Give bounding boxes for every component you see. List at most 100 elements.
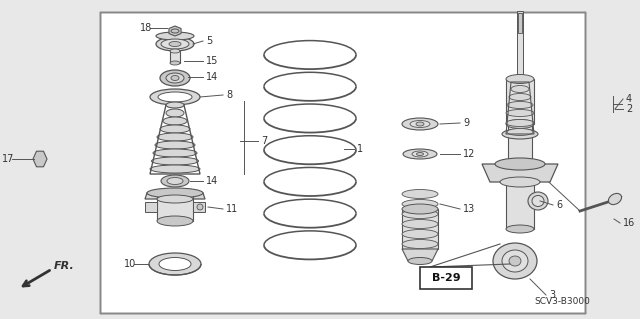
Ellipse shape — [155, 141, 195, 149]
Ellipse shape — [609, 193, 621, 204]
Ellipse shape — [502, 129, 538, 139]
Text: 17: 17 — [2, 154, 14, 164]
Bar — [157, 193, 193, 221]
Text: 8: 8 — [226, 90, 232, 100]
Polygon shape — [482, 164, 558, 182]
Ellipse shape — [157, 195, 193, 203]
Ellipse shape — [412, 151, 428, 157]
Bar — [506, 169, 534, 229]
Text: 3: 3 — [549, 290, 555, 300]
Ellipse shape — [507, 101, 533, 108]
Ellipse shape — [506, 120, 534, 129]
Ellipse shape — [500, 177, 540, 187]
Ellipse shape — [166, 102, 184, 108]
Ellipse shape — [156, 37, 194, 51]
Ellipse shape — [506, 120, 534, 127]
Ellipse shape — [410, 121, 430, 128]
Ellipse shape — [506, 75, 534, 84]
Polygon shape — [145, 193, 205, 199]
Bar — [402, 209, 438, 249]
Bar — [100, 12, 585, 313]
Ellipse shape — [158, 92, 192, 102]
Ellipse shape — [160, 125, 190, 133]
Text: 13: 13 — [463, 204, 476, 214]
Ellipse shape — [167, 177, 183, 184]
Text: 15: 15 — [206, 56, 218, 66]
Text: 14: 14 — [206, 176, 218, 186]
Ellipse shape — [408, 257, 432, 264]
Ellipse shape — [416, 122, 424, 126]
Ellipse shape — [160, 70, 190, 86]
Ellipse shape — [170, 61, 180, 65]
Ellipse shape — [157, 216, 193, 226]
Ellipse shape — [402, 240, 438, 249]
Polygon shape — [145, 202, 157, 212]
Ellipse shape — [507, 129, 533, 136]
Ellipse shape — [402, 219, 438, 228]
Ellipse shape — [532, 196, 544, 206]
Ellipse shape — [149, 253, 201, 275]
Ellipse shape — [403, 149, 437, 159]
Text: 7: 7 — [261, 136, 268, 146]
Polygon shape — [169, 26, 181, 36]
Text: 12: 12 — [463, 149, 476, 159]
Ellipse shape — [402, 118, 438, 130]
Ellipse shape — [402, 204, 438, 214]
Polygon shape — [402, 249, 438, 261]
Ellipse shape — [170, 49, 180, 53]
Bar — [420, 267, 472, 289]
Ellipse shape — [171, 29, 179, 33]
Ellipse shape — [156, 32, 194, 40]
Ellipse shape — [147, 188, 203, 198]
Bar — [506, 79, 534, 124]
Ellipse shape — [402, 199, 438, 209]
Ellipse shape — [509, 256, 521, 266]
Text: 2: 2 — [626, 104, 632, 114]
Bar — [100, 12, 585, 313]
Ellipse shape — [150, 165, 200, 173]
Bar — [170, 51, 180, 63]
Text: 6: 6 — [556, 200, 562, 210]
Text: 1: 1 — [357, 144, 363, 154]
Ellipse shape — [150, 89, 200, 105]
Text: SCV3-B3000: SCV3-B3000 — [534, 296, 590, 306]
Ellipse shape — [171, 76, 179, 80]
Ellipse shape — [159, 257, 191, 271]
Ellipse shape — [402, 210, 438, 219]
Text: 11: 11 — [226, 204, 238, 214]
Ellipse shape — [506, 225, 534, 233]
Polygon shape — [193, 202, 205, 212]
Text: 16: 16 — [623, 218, 636, 228]
Bar — [518, 13, 522, 33]
Ellipse shape — [502, 250, 528, 272]
Ellipse shape — [152, 157, 198, 165]
Ellipse shape — [495, 158, 545, 170]
Text: FR.: FR. — [54, 261, 75, 271]
Ellipse shape — [161, 175, 189, 187]
Text: 18: 18 — [140, 23, 152, 33]
Ellipse shape — [169, 41, 181, 47]
Bar — [517, 11, 523, 124]
Text: 10: 10 — [124, 259, 136, 269]
Ellipse shape — [402, 189, 438, 198]
Ellipse shape — [511, 85, 529, 93]
Ellipse shape — [166, 73, 184, 83]
Ellipse shape — [506, 109, 534, 116]
Bar — [508, 84, 532, 189]
Text: B-29: B-29 — [432, 273, 460, 283]
Ellipse shape — [163, 117, 187, 125]
Ellipse shape — [493, 243, 537, 279]
Text: 4: 4 — [626, 94, 632, 104]
Ellipse shape — [166, 109, 184, 117]
Ellipse shape — [508, 80, 532, 88]
Text: 14: 14 — [206, 72, 218, 82]
Ellipse shape — [509, 93, 531, 100]
Ellipse shape — [161, 39, 189, 49]
Ellipse shape — [417, 152, 424, 155]
Ellipse shape — [528, 192, 548, 210]
Text: 9: 9 — [463, 118, 469, 128]
Polygon shape — [33, 151, 47, 167]
Ellipse shape — [197, 204, 203, 210]
Ellipse shape — [157, 133, 193, 141]
Text: 5: 5 — [206, 36, 212, 46]
